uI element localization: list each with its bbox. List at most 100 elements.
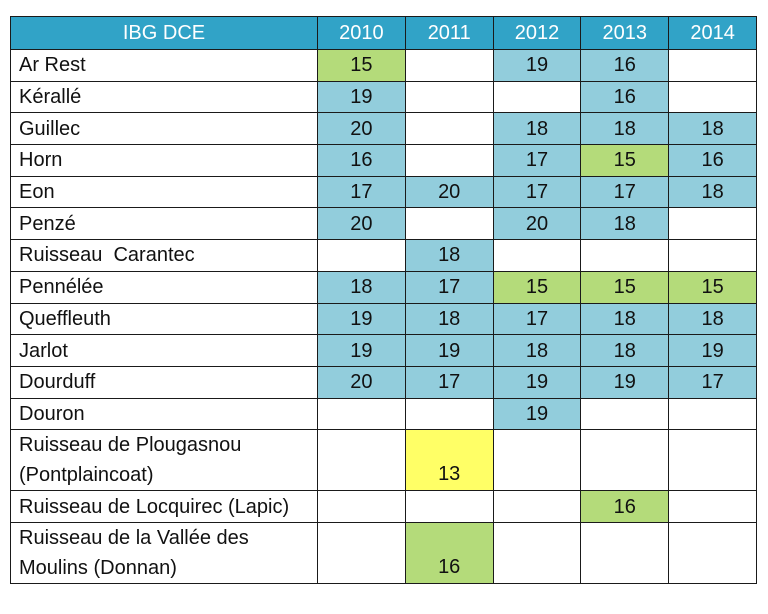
- score-cell-2014: [668, 490, 757, 523]
- table-row: Pennélée 18 17 15 15 15: [10, 270, 757, 304]
- score-cell-2012: [492, 239, 582, 272]
- score-cell-2011: [404, 490, 494, 523]
- score-cell-2013: 18: [580, 207, 670, 241]
- score-cell-2012: [492, 521, 582, 584]
- score-cell-2010: 20: [317, 365, 406, 399]
- score-cell-2013: 18: [580, 302, 670, 336]
- score-cell-2013: 16: [580, 49, 670, 82]
- score-cell-2013: 16: [580, 490, 670, 523]
- score-cell-2011: 20: [404, 175, 494, 209]
- score-cell-2014: 18: [668, 112, 757, 146]
- header-cell-2013: 2013: [580, 16, 670, 50]
- score-cell-2010: [317, 521, 406, 584]
- table-row: Penzé 20 20 18: [10, 207, 757, 241]
- score-cell-2014: [668, 49, 757, 82]
- score-cell-2011: 16: [404, 521, 494, 584]
- score-cell-2014: 19: [668, 334, 757, 367]
- table-row: Ar Rest 15 19 16: [10, 49, 757, 82]
- score-cell-2014: [668, 397, 757, 431]
- score-cell-2013: [580, 429, 670, 492]
- score-cell-2013: [580, 397, 670, 431]
- score-cell-2014: [668, 207, 757, 241]
- river-name-cell: Kérallé: [10, 80, 318, 114]
- header-row: IBG DCE 2010 2011 2012 2013 2014: [10, 16, 757, 50]
- table-row: Kérallé 19 16: [10, 80, 757, 114]
- score-cell-2010: [317, 397, 406, 431]
- river-name-cell: Ruisseau Carantec: [10, 239, 318, 272]
- score-cell-2010: 18: [317, 270, 406, 304]
- river-name-cell: Ruisseau de Locquirec (Lapic): [10, 490, 318, 523]
- table-row: Horn 16 17 15 16: [10, 144, 757, 177]
- score-cell-2010: 19: [317, 334, 406, 367]
- score-cell-2014: [668, 429, 757, 492]
- score-cell-2010: 16: [317, 144, 406, 177]
- table-row: Douron 19: [10, 397, 757, 431]
- score-cell-2014: 18: [668, 175, 757, 209]
- score-cell-2011: 17: [404, 270, 494, 304]
- score-cell-2011: 18: [404, 239, 494, 272]
- river-name-cell: Ruisseau de la Vallée des Moulins (Donnan…: [10, 521, 318, 584]
- table-row: Queffleuth 19 18 17 18 18: [10, 302, 757, 336]
- score-cell-2014: [668, 521, 757, 584]
- river-name-cell: Douron: [10, 397, 318, 431]
- score-cell-2014: 16: [668, 144, 757, 177]
- ibg-dce-table: IBG DCE 2010 2011 2012 2013 2014 Ar Rest…: [10, 16, 757, 584]
- score-cell-2014: [668, 80, 757, 114]
- score-cell-2011: [404, 207, 494, 241]
- header-cell-2014: 2014: [668, 16, 757, 50]
- score-cell-2012: 15: [492, 270, 582, 304]
- score-cell-2012: 19: [492, 49, 582, 82]
- score-cell-2013: 19: [580, 365, 670, 399]
- table-body: Ar Rest 15 19 16 Kérallé 19 16 Guillec 20 18 18 18 H…: [10, 49, 757, 584]
- score-cell-2011: [404, 49, 494, 82]
- score-cell-2014: 18: [668, 302, 757, 336]
- score-cell-2014: 15: [668, 270, 757, 304]
- score-cell-2011: 18: [404, 302, 494, 336]
- score-cell-2011: 17: [404, 365, 494, 399]
- score-cell-2011: 13: [404, 429, 494, 492]
- river-name-cell: Horn: [10, 144, 318, 177]
- header-cell-2010: 2010: [317, 16, 406, 50]
- score-cell-2012: 17: [492, 175, 582, 209]
- river-name-cell: Queffleuth: [10, 302, 318, 336]
- score-cell-2013: 18: [580, 334, 670, 367]
- score-cell-2010: 17: [317, 175, 406, 209]
- table-row: Eon 17 20 17 17 18: [10, 175, 757, 209]
- table-row: Ruisseau Carantec 18: [10, 239, 757, 272]
- score-cell-2012: [492, 80, 582, 114]
- score-cell-2010: 20: [317, 112, 406, 146]
- score-cell-2010: [317, 490, 406, 523]
- river-name-cell: Eon: [10, 175, 318, 209]
- score-cell-2014: [668, 239, 757, 272]
- score-cell-2010: 19: [317, 302, 406, 336]
- table-row: Jarlot 19 19 18 18 19: [10, 334, 757, 367]
- header-cell-ibg-dce: IBG DCE: [10, 16, 318, 50]
- river-name-cell: Penzé: [10, 207, 318, 241]
- score-cell-2012: 19: [492, 397, 582, 431]
- score-cell-2012: 20: [492, 207, 582, 241]
- table-row: Ruisseau de Plougasnou (Pontplaincoat) 13: [10, 429, 757, 492]
- table-row: Guillec 20 18 18 18: [10, 112, 757, 146]
- score-cell-2012: 17: [492, 144, 582, 177]
- river-name-cell: Ruisseau de Plougasnou (Pontplaincoat): [10, 429, 318, 492]
- score-cell-2011: 19: [404, 334, 494, 367]
- river-name-cell: Dourduff: [10, 365, 318, 399]
- score-cell-2012: 18: [492, 334, 582, 367]
- score-cell-2011: [404, 397, 494, 431]
- score-cell-2012: 17: [492, 302, 582, 336]
- score-cell-2013: 18: [580, 112, 670, 146]
- score-cell-2012: [492, 429, 582, 492]
- score-cell-2011: [404, 144, 494, 177]
- header-cell-2011: 2011: [404, 16, 494, 50]
- score-cell-2010: 15: [317, 49, 406, 82]
- score-cell-2010: 20: [317, 207, 406, 241]
- river-name-cell: Pennélée: [10, 270, 318, 304]
- score-cell-2010: [317, 239, 406, 272]
- score-cell-2011: [404, 112, 494, 146]
- score-cell-2012: 19: [492, 365, 582, 399]
- score-cell-2013: [580, 521, 670, 584]
- table-row: Dourduff 20 17 19 19 17: [10, 365, 757, 399]
- score-cell-2013: 15: [580, 144, 670, 177]
- score-cell-2013: 17: [580, 175, 670, 209]
- table-header: IBG DCE 2010 2011 2012 2013 2014: [10, 16, 757, 50]
